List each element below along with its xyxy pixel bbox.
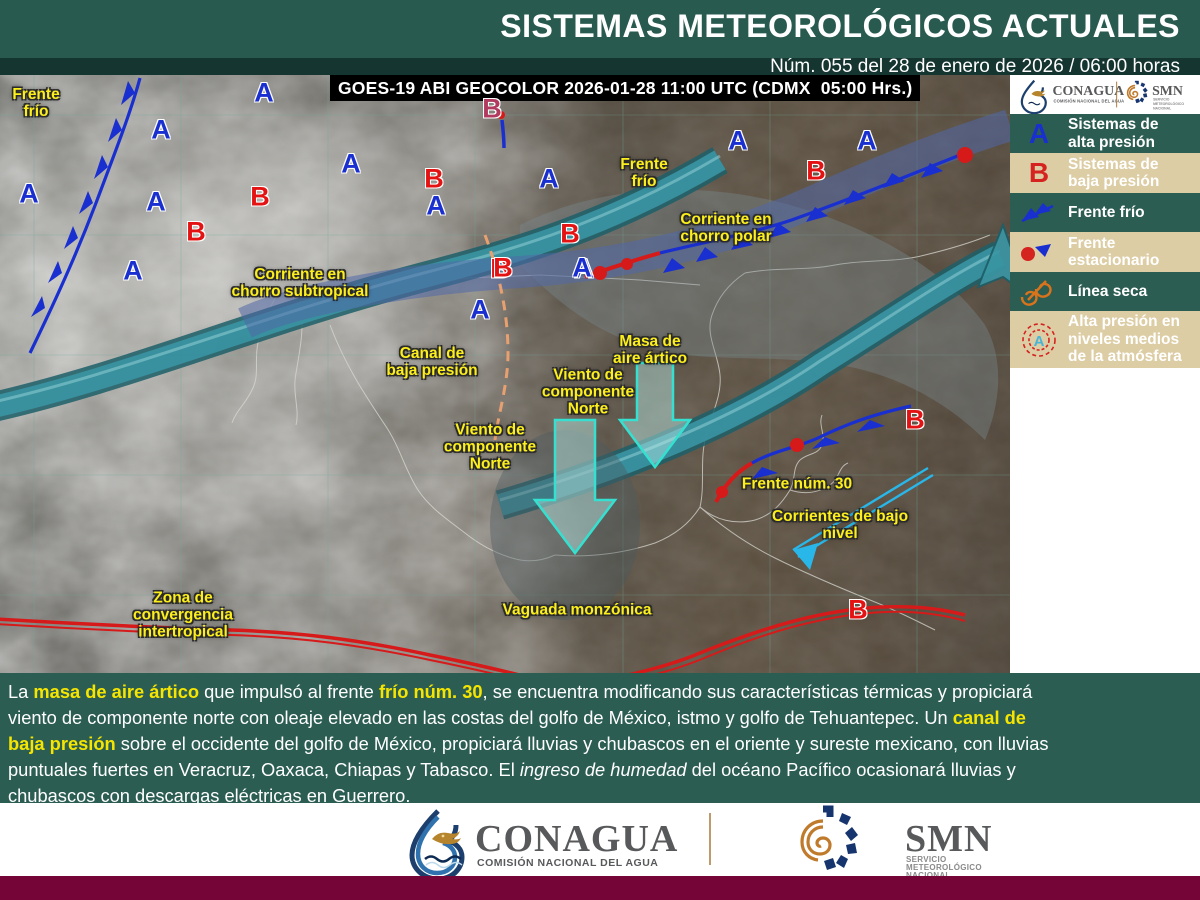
svg-text:CONAGUA: CONAGUA bbox=[1052, 84, 1124, 99]
svg-text:A: A bbox=[1034, 333, 1045, 350]
svg-text:COMISIÓN NACIONAL DEL AGUA: COMISIÓN NACIONAL DEL AGUA bbox=[477, 856, 658, 869]
svg-text:SMN: SMN bbox=[905, 818, 992, 860]
svg-text:METEOROLÓGICO: METEOROLÓGICO bbox=[1153, 101, 1184, 106]
svg-text:SMN: SMN bbox=[1152, 84, 1183, 99]
svg-text:COMISIÓN NACIONAL DEL AGUA: COMISIÓN NACIONAL DEL AGUA bbox=[1053, 99, 1124, 104]
svg-text:CONAGUA: CONAGUA bbox=[475, 818, 678, 860]
svg-text:NACIONAL: NACIONAL bbox=[1153, 106, 1171, 110]
